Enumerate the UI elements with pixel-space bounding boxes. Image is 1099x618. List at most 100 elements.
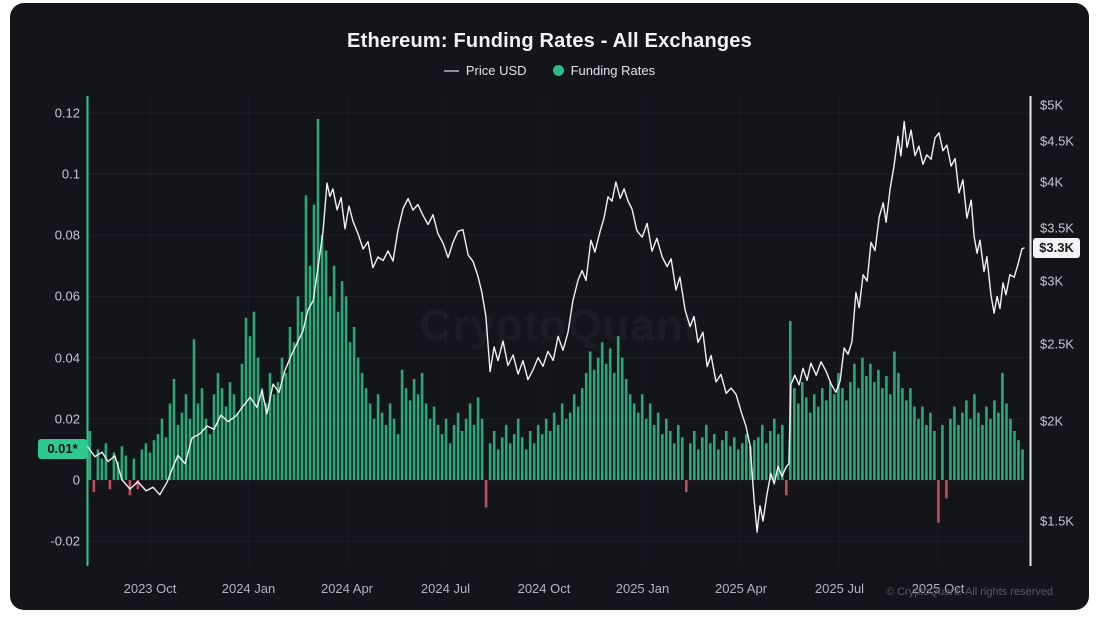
- legend-item-funding-rates[interactable]: Funding Rates: [552, 63, 655, 78]
- funding-rate-bar: [244, 317, 248, 480]
- funding-rate-bar: [472, 424, 476, 480]
- funding-rate-bar: [741, 443, 744, 480]
- funding-rate-bar: [821, 388, 824, 480]
- funding-rate-bar: [572, 394, 576, 480]
- funding-rate-bar: [460, 431, 464, 480]
- funding-rate-bar: [1001, 372, 1004, 480]
- funding-rate-bar: [488, 443, 492, 480]
- left-axis-tick: 0: [72, 472, 80, 488]
- funding-rate-bar: [985, 406, 988, 480]
- funding-rate-bar: [620, 357, 624, 480]
- funding-rate-bar: [701, 437, 704, 480]
- funding-rate-bar: [656, 412, 660, 480]
- funding-rate-bar: [116, 461, 120, 480]
- legend-label-price: Price USD: [465, 63, 527, 78]
- funding-rate-bar: [304, 195, 308, 480]
- line-icon: [443, 69, 459, 72]
- funding-rate-bar: [845, 400, 848, 480]
- right-axis-tick: $2K: [1040, 413, 1064, 429]
- price-line: [87, 120, 1025, 533]
- funding-rate-bar: [853, 363, 856, 480]
- funding-rate-bar: [665, 418, 668, 480]
- funding-rate-bar: [889, 394, 892, 480]
- funding-rate-bar: [729, 446, 732, 480]
- funding-rate-bar: [576, 406, 580, 480]
- funding-rate-bar: [292, 342, 296, 480]
- right-axis-tick: $5K: [1040, 97, 1064, 113]
- funding-rate-bar: [697, 449, 700, 480]
- funding-rate-bar: [765, 443, 768, 480]
- funding-rate-bar: [805, 397, 808, 480]
- funding-rate-bar: [961, 412, 964, 480]
- funding-rate-bar: [901, 388, 904, 480]
- left-axis-tick: 0.08: [54, 227, 80, 243]
- right-axis-tick: $1.5K: [1040, 513, 1074, 529]
- funding-rate-bar: [352, 327, 356, 480]
- chart-title: Ethereum: Funding Rates - All Exchanges: [347, 30, 752, 52]
- chart-canvas[interactable]: [10, 3, 1099, 618]
- funding-rate-bar: [769, 431, 772, 480]
- funding-rate-bar: [496, 449, 500, 480]
- funding-rate-bar: [532, 443, 536, 480]
- funding-rate-bar: [580, 388, 584, 480]
- funding-rate-bar: [709, 443, 712, 480]
- funding-rate-bar: [801, 382, 804, 480]
- funding-rate-bar: [588, 351, 592, 480]
- x-axis-tick: 2025 Jul: [814, 581, 865, 596]
- funding-rate-bar: [280, 357, 284, 480]
- funding-rate-bar: [416, 394, 420, 480]
- funding-rate-bar: [324, 250, 328, 480]
- funding-rate-bar: [436, 424, 440, 480]
- funding-rate-bar: [284, 372, 288, 480]
- funding-rate-bar: [1009, 418, 1012, 480]
- funding-rate-bar: [544, 418, 548, 480]
- funding-rate-bar: [997, 412, 1000, 480]
- funding-rate-bar: [885, 376, 888, 480]
- funding-rate-bar: [364, 388, 368, 480]
- funding-rate-bar: [92, 480, 96, 493]
- funding-rate-bar: [404, 388, 408, 480]
- funding-rate-bar: [616, 336, 620, 480]
- funding-rate-bar: [761, 424, 764, 480]
- funding-rate-bar: [600, 342, 604, 480]
- funding-rate-bar: [428, 418, 432, 480]
- funding-rate-bar: [176, 424, 180, 480]
- funding-rate-bar: [400, 369, 404, 480]
- funding-rate-bar: [841, 388, 844, 480]
- funding-rate-bar: [813, 394, 816, 480]
- funding-rate-bar: [829, 382, 832, 480]
- funding-rate-bar: [689, 443, 692, 480]
- funding-rate-bar: [484, 480, 488, 508]
- funding-rate-bar: [288, 327, 292, 480]
- funding-rate-bar: [388, 403, 392, 480]
- funding-rate-bar: [849, 382, 852, 480]
- funding-rate-bar: [592, 369, 596, 480]
- legend-item-price-usd[interactable]: Price USD: [443, 63, 527, 78]
- copyright-footer: © CryptoQuant. All rights reserved: [885, 586, 1053, 598]
- funding-rate-bar: [564, 418, 568, 480]
- funding-rate-bar: [893, 351, 896, 480]
- funding-rate-bar: [464, 418, 468, 480]
- funding-rate-bar: [88, 431, 92, 480]
- funding-rate-bar: [1021, 449, 1024, 480]
- funding-rate-bar: [396, 434, 400, 480]
- legend: Price USD Funding Rates: [10, 63, 1089, 78]
- funding-rate-bar: [348, 342, 352, 480]
- funding-rate-bar: [256, 357, 260, 480]
- funding-rate-bar: [184, 394, 188, 480]
- left-axis-tick: 0.06: [54, 288, 80, 304]
- funding-rate-bar: [624, 379, 628, 480]
- funding-rate-bar: [937, 480, 940, 523]
- funding-rate-bar: [192, 339, 196, 480]
- funding-rate-bar: [412, 379, 416, 480]
- funding-rate-bar: [100, 458, 104, 480]
- funding-rate-bar: [913, 406, 916, 480]
- right-axis-tick: $4.5K: [1040, 133, 1074, 149]
- funding-rate-bar: [781, 424, 784, 480]
- funding-rate-bar: [248, 336, 252, 480]
- funding-rate-bar: [953, 406, 956, 480]
- funding-rate-bar: [941, 424, 944, 480]
- funding-rate-bar: [272, 394, 276, 480]
- funding-rate-bar: [520, 437, 524, 480]
- funding-rate-bar: [677, 424, 680, 480]
